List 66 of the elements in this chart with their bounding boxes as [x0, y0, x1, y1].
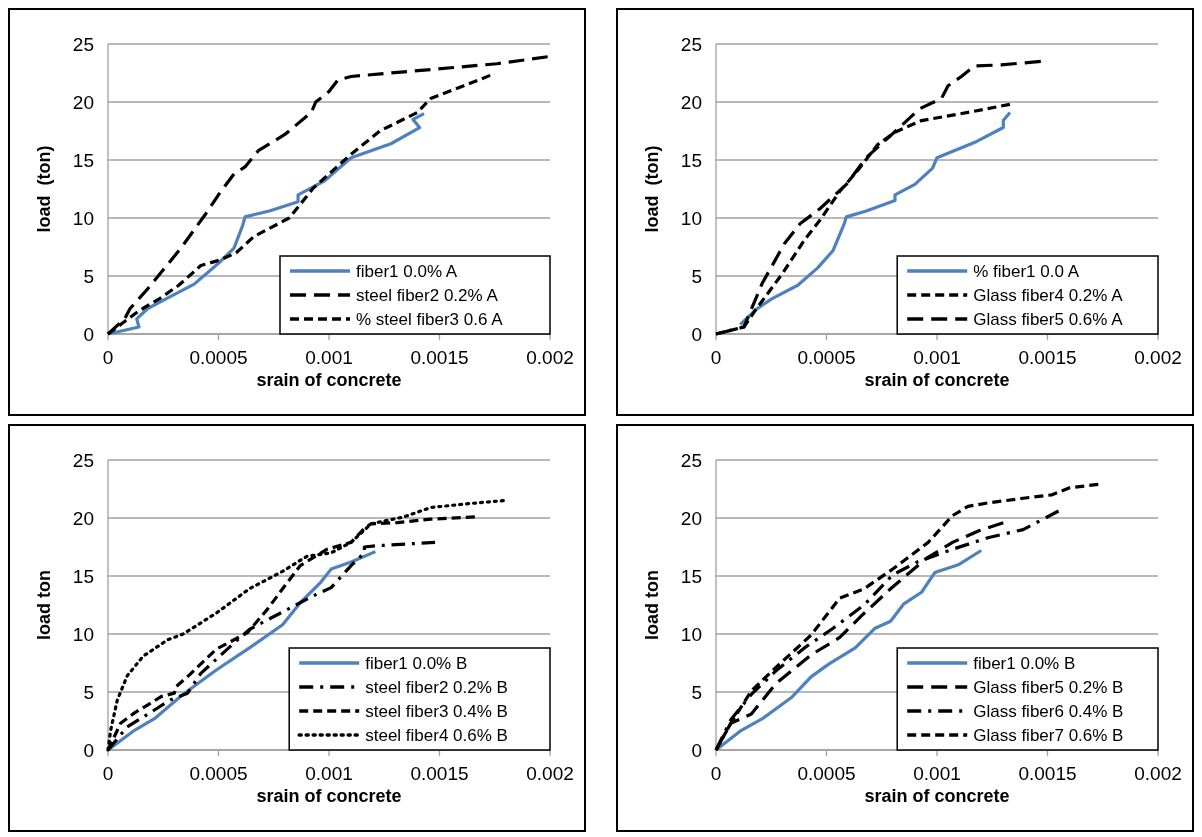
y-tick-label: 0	[83, 323, 94, 345]
x-axis-title: srain of concrete	[864, 370, 1010, 390]
legend-label: fiber1 0.0% B	[365, 653, 468, 673]
legend-label: % fiber1 0.0 A	[973, 261, 1080, 281]
y-tick-label: 25	[680, 33, 702, 55]
x-tick-label: 0.0005	[189, 763, 248, 784]
y-tick-label: 5	[83, 265, 94, 287]
x-axis-title: srain of concrete	[256, 786, 402, 806]
x-tick-label: 0	[710, 763, 722, 784]
legend-label: Glass fiber5 0.2% B	[973, 677, 1124, 697]
legend-label: % steel fiber3 0.6 A	[356, 309, 504, 329]
y-tick-label: 20	[72, 91, 94, 113]
x-tick-label: 0.0015	[1018, 763, 1077, 784]
x-tick-label: 0.0005	[797, 347, 856, 368]
x-tick-label: 0.0005	[797, 763, 856, 784]
x-tick-label: 0.001	[305, 763, 353, 784]
y-axis-title: load (ton)	[34, 145, 54, 233]
y-tick-label: 25	[680, 449, 702, 471]
x-tick-label: 0.002	[526, 347, 574, 368]
x-tick-label: 0	[710, 347, 722, 368]
legend-label: Glass fiber7 0.6% B	[973, 725, 1124, 745]
y-tick-label: 15	[72, 149, 94, 171]
y-tick-label: 25	[72, 33, 94, 55]
y-tick-label: 15	[680, 565, 702, 587]
y-tick-label: 0	[691, 739, 702, 761]
y-tick-label: 20	[72, 507, 94, 529]
y-tick-label: 20	[680, 91, 702, 113]
legend-label: Glass fiber6 0.4% B	[973, 701, 1124, 721]
x-tick-label: 0	[102, 763, 114, 784]
x-tick-label: 0.0015	[410, 763, 469, 784]
y-tick-label: 10	[680, 623, 702, 645]
y-tick-label: 15	[680, 149, 702, 171]
y-axis-title: load ton	[642, 570, 662, 640]
x-tick-label: 0.001	[913, 763, 961, 784]
x-tick-label: 0.001	[305, 347, 353, 368]
legend-label: steel fiber2 0.2% A	[356, 285, 499, 305]
x-tick-label: 0	[102, 347, 114, 368]
y-axis-title: load (ton)	[642, 145, 662, 233]
legend-label: steel fiber3 0.4% B	[365, 701, 508, 721]
legend-label: steel fiber2 0.2% B	[365, 677, 508, 697]
y-tick-label: 25	[72, 449, 94, 471]
x-tick-label: 0.002	[526, 763, 574, 784]
legend-label: Glass fiber5 0.6% A	[973, 309, 1124, 329]
x-tick-label: 0.002	[1134, 763, 1182, 784]
y-axis-title: load ton	[34, 570, 54, 640]
x-tick-label: 0.001	[913, 347, 961, 368]
y-tick-label: 20	[680, 507, 702, 529]
y-tick-label: 5	[691, 681, 702, 703]
legend-label: Glass fiber4 0.2% A	[973, 285, 1124, 305]
y-tick-label: 5	[83, 681, 94, 703]
x-axis-title: srain of concrete	[256, 370, 402, 390]
x-tick-label: 0.0005	[189, 347, 248, 368]
legend-label: fiber1 0.0% B	[973, 653, 1076, 673]
x-tick-label: 0.0015	[1018, 347, 1077, 368]
y-tick-label: 10	[680, 207, 702, 229]
y-tick-label: 10	[72, 623, 94, 645]
y-tick-label: 10	[72, 207, 94, 229]
x-tick-label: 0.0015	[410, 347, 469, 368]
legend-label: steel fiber4 0.6% B	[365, 725, 508, 745]
y-tick-label: 0	[691, 323, 702, 345]
y-tick-label: 5	[691, 265, 702, 287]
legend-label: fiber1 0.0% A	[356, 261, 458, 281]
x-tick-label: 0.002	[1134, 347, 1182, 368]
y-tick-label: 0	[83, 739, 94, 761]
y-tick-label: 15	[72, 565, 94, 587]
x-axis-title: srain of concrete	[864, 786, 1010, 806]
